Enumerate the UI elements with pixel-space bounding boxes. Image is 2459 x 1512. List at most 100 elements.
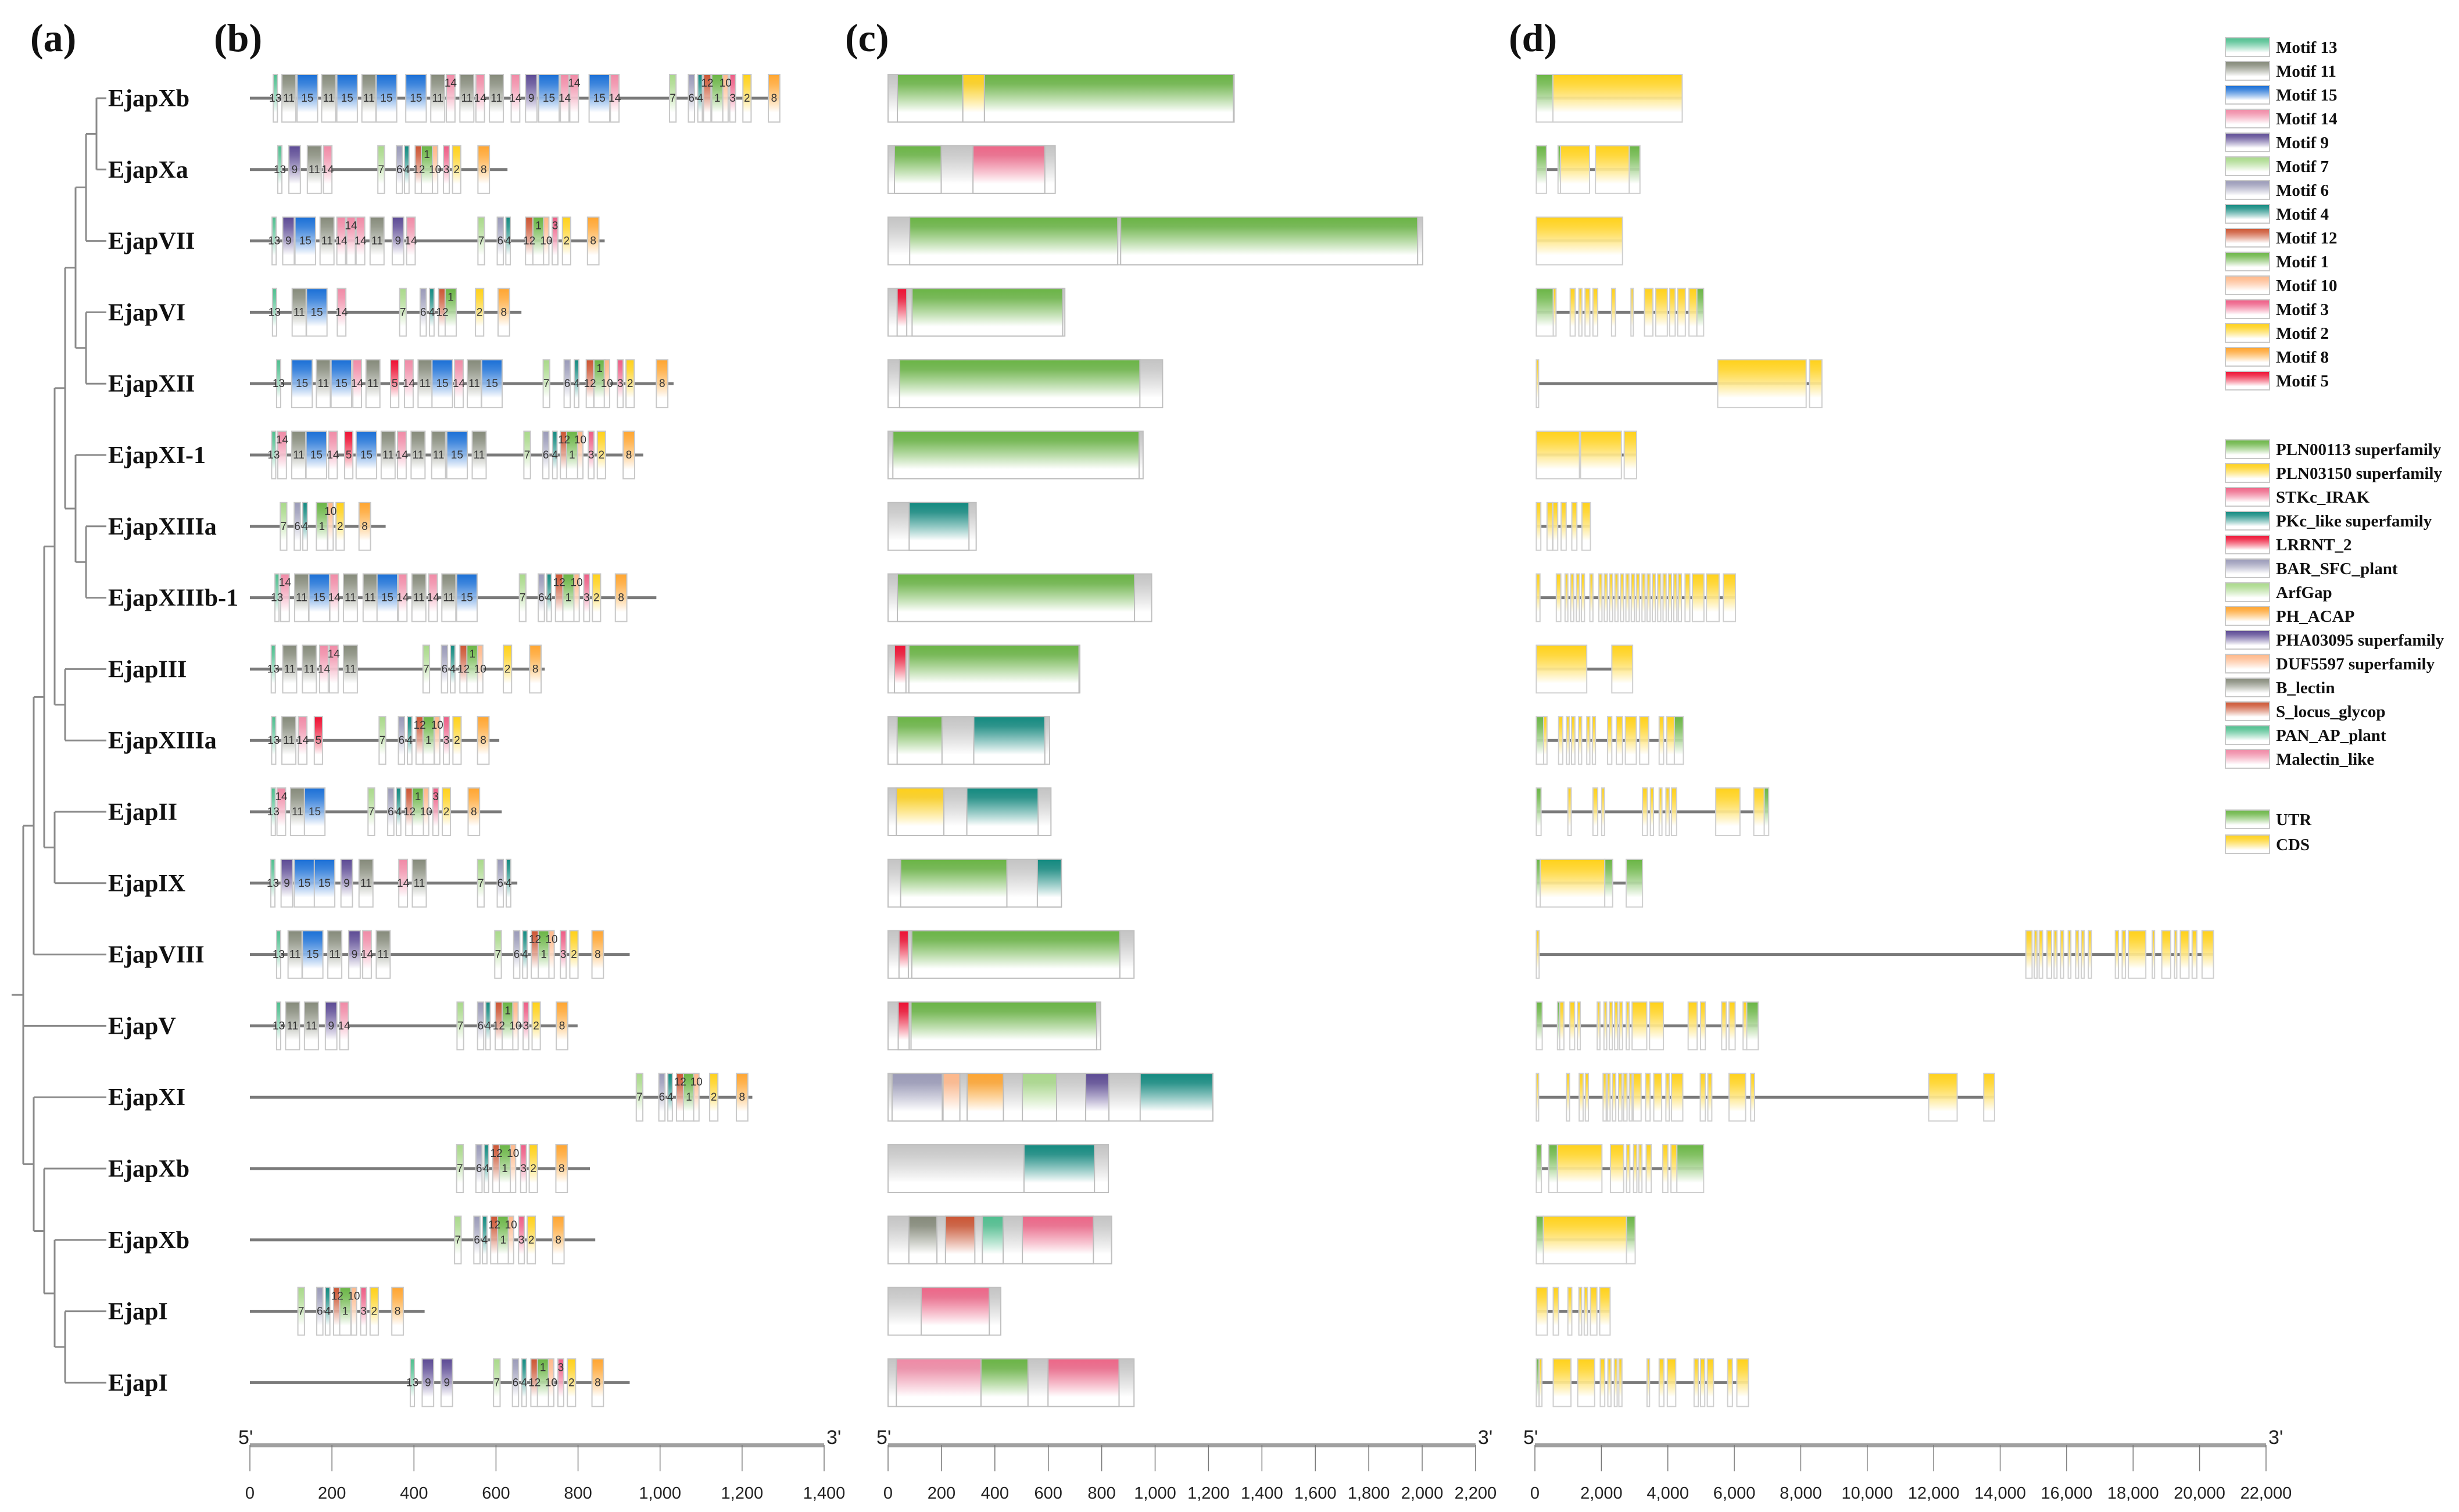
- motif-number: 8: [532, 663, 539, 675]
- gene-row: [1535, 573, 1737, 622]
- gene-name-labels: EjapXb EjapXa EjapVII EjapVI EjapXII EjapXI-1…: [108, 85, 238, 1396]
- motif-5-box: [313, 716, 323, 765]
- motif-15-box: [330, 359, 353, 409]
- motif-number: 14: [318, 663, 331, 675]
- motif-number: 7: [378, 164, 385, 176]
- motif-7-box: [635, 1073, 644, 1122]
- cds-exon: [1603, 1001, 1608, 1051]
- motif-number: 6: [476, 1163, 482, 1175]
- motif-10-box: [423, 787, 429, 836]
- gene-row: [1535, 1001, 1759, 1051]
- motif-10-box: [548, 930, 555, 979]
- cds-exon: [1589, 573, 1594, 622]
- cds-exon: [1655, 288, 1668, 337]
- motif-6-box: [293, 501, 301, 551]
- motif-number: 13: [267, 877, 279, 890]
- legend-motif-label: Motif 5: [2276, 372, 2329, 390]
- motif-10-box: [543, 216, 550, 266]
- motif-6-box: [658, 1073, 666, 1122]
- axis-tick-label: 1,000: [1134, 1484, 1176, 1503]
- motif-number: 11: [363, 92, 375, 105]
- motif-7-box: [297, 1287, 305, 1336]
- utr-exon: [1548, 1144, 1558, 1193]
- motif-3-box: [583, 573, 590, 622]
- motif-number: 4: [667, 1091, 674, 1103]
- motif-number: 7: [400, 306, 406, 318]
- utr-exon: [1626, 1215, 1636, 1264]
- cds-exon: [1607, 716, 1613, 765]
- motif-4-box: [483, 1144, 489, 1193]
- motif-number: 14: [296, 734, 309, 747]
- motif-number: 9: [395, 235, 401, 248]
- motif-number: 15: [593, 92, 606, 105]
- gene-name: EjapIX: [108, 870, 185, 897]
- domain-pln00113-superfamily: [896, 716, 943, 765]
- legend-motif-swatch: [2225, 371, 2270, 390]
- motif-number: 10: [324, 506, 337, 518]
- motif-13-box: [271, 431, 277, 479]
- legend-motif-swatch: [2225, 61, 2270, 81]
- motif-1-box: [444, 288, 457, 337]
- domain-panel: [887, 74, 1423, 1407]
- motif-number: 13: [267, 806, 280, 818]
- motif-10-box: [507, 1215, 514, 1264]
- motif-number: 6: [497, 235, 504, 248]
- axis-tick-label: 16,000: [2041, 1484, 2093, 1503]
- motif-number: 6: [659, 1091, 665, 1103]
- motif-14-box: [569, 74, 579, 123]
- motif-number: 4: [485, 1020, 491, 1032]
- legend-motif-swatch: [2225, 228, 2270, 248]
- panel-label-d: (d): [1509, 16, 1557, 60]
- cds-exon: [2075, 930, 2079, 979]
- motif-number: 9: [425, 1377, 431, 1389]
- motif-8-box: [586, 216, 600, 266]
- motif-14-box: [328, 644, 339, 694]
- cds-exon: [1535, 431, 1580, 479]
- cds-exon: [1666, 1358, 1677, 1407]
- motif-number: 6: [294, 521, 300, 533]
- motif-row: 7 6 412 1 103 2 8: [250, 1144, 590, 1193]
- motif-11-box: [411, 573, 427, 622]
- cds-exon: [1688, 288, 1698, 337]
- cds-exon: [1612, 1073, 1617, 1122]
- utr-exon: [1676, 1144, 1705, 1193]
- motif-number: 5: [392, 378, 398, 390]
- motif-8-box: [768, 74, 781, 123]
- motif-number: 1: [565, 592, 572, 604]
- motif-number: 11: [360, 877, 372, 890]
- axis-tick-label: 1,400: [1241, 1484, 1283, 1503]
- axis-tick-label: 1,200: [721, 1484, 764, 1503]
- motif-7-box: [454, 1215, 462, 1264]
- motif-number: 8: [559, 1163, 565, 1175]
- domain-b-lectin: [908, 1215, 938, 1264]
- motif-14-box: [280, 573, 290, 622]
- utr-exon: [1535, 716, 1545, 765]
- motif-number: 12: [529, 934, 541, 946]
- gene-name: EjapXb: [108, 85, 189, 112]
- cds-exon: [1623, 431, 1637, 479]
- motif-number: 13: [267, 734, 280, 747]
- cds-exon: [1706, 573, 1720, 622]
- motif-7-box: [668, 74, 677, 123]
- legend-motif-label: Motif 12: [2276, 229, 2338, 248]
- motif-3-box: [360, 1287, 367, 1336]
- motif-number: 7: [298, 1306, 305, 1318]
- motif-number: 2: [571, 949, 577, 961]
- legend-motif-label: Motif 4: [2276, 205, 2329, 224]
- cds-exon: [2088, 930, 2092, 979]
- motif-number: 10: [690, 1076, 703, 1088]
- legend-feature-swatch: [2225, 834, 2270, 854]
- cds-exon: [1623, 1073, 1628, 1122]
- axis-tick-label: 1,600: [1294, 1484, 1337, 1503]
- motif-number: 7: [520, 592, 526, 604]
- cds-exon: [1542, 1215, 1627, 1264]
- motif-number: 1: [425, 734, 432, 747]
- motif-number: 14: [453, 378, 466, 390]
- legend-motif-swatch: [2225, 204, 2270, 224]
- motif-11-box: [316, 359, 331, 409]
- domain-arfgap: [1022, 1073, 1057, 1122]
- motif-9-box: [288, 145, 301, 194]
- legend-domain-swatch: [2225, 606, 2270, 626]
- cds-exon: [1753, 787, 1765, 836]
- motif-number: 15: [298, 877, 310, 890]
